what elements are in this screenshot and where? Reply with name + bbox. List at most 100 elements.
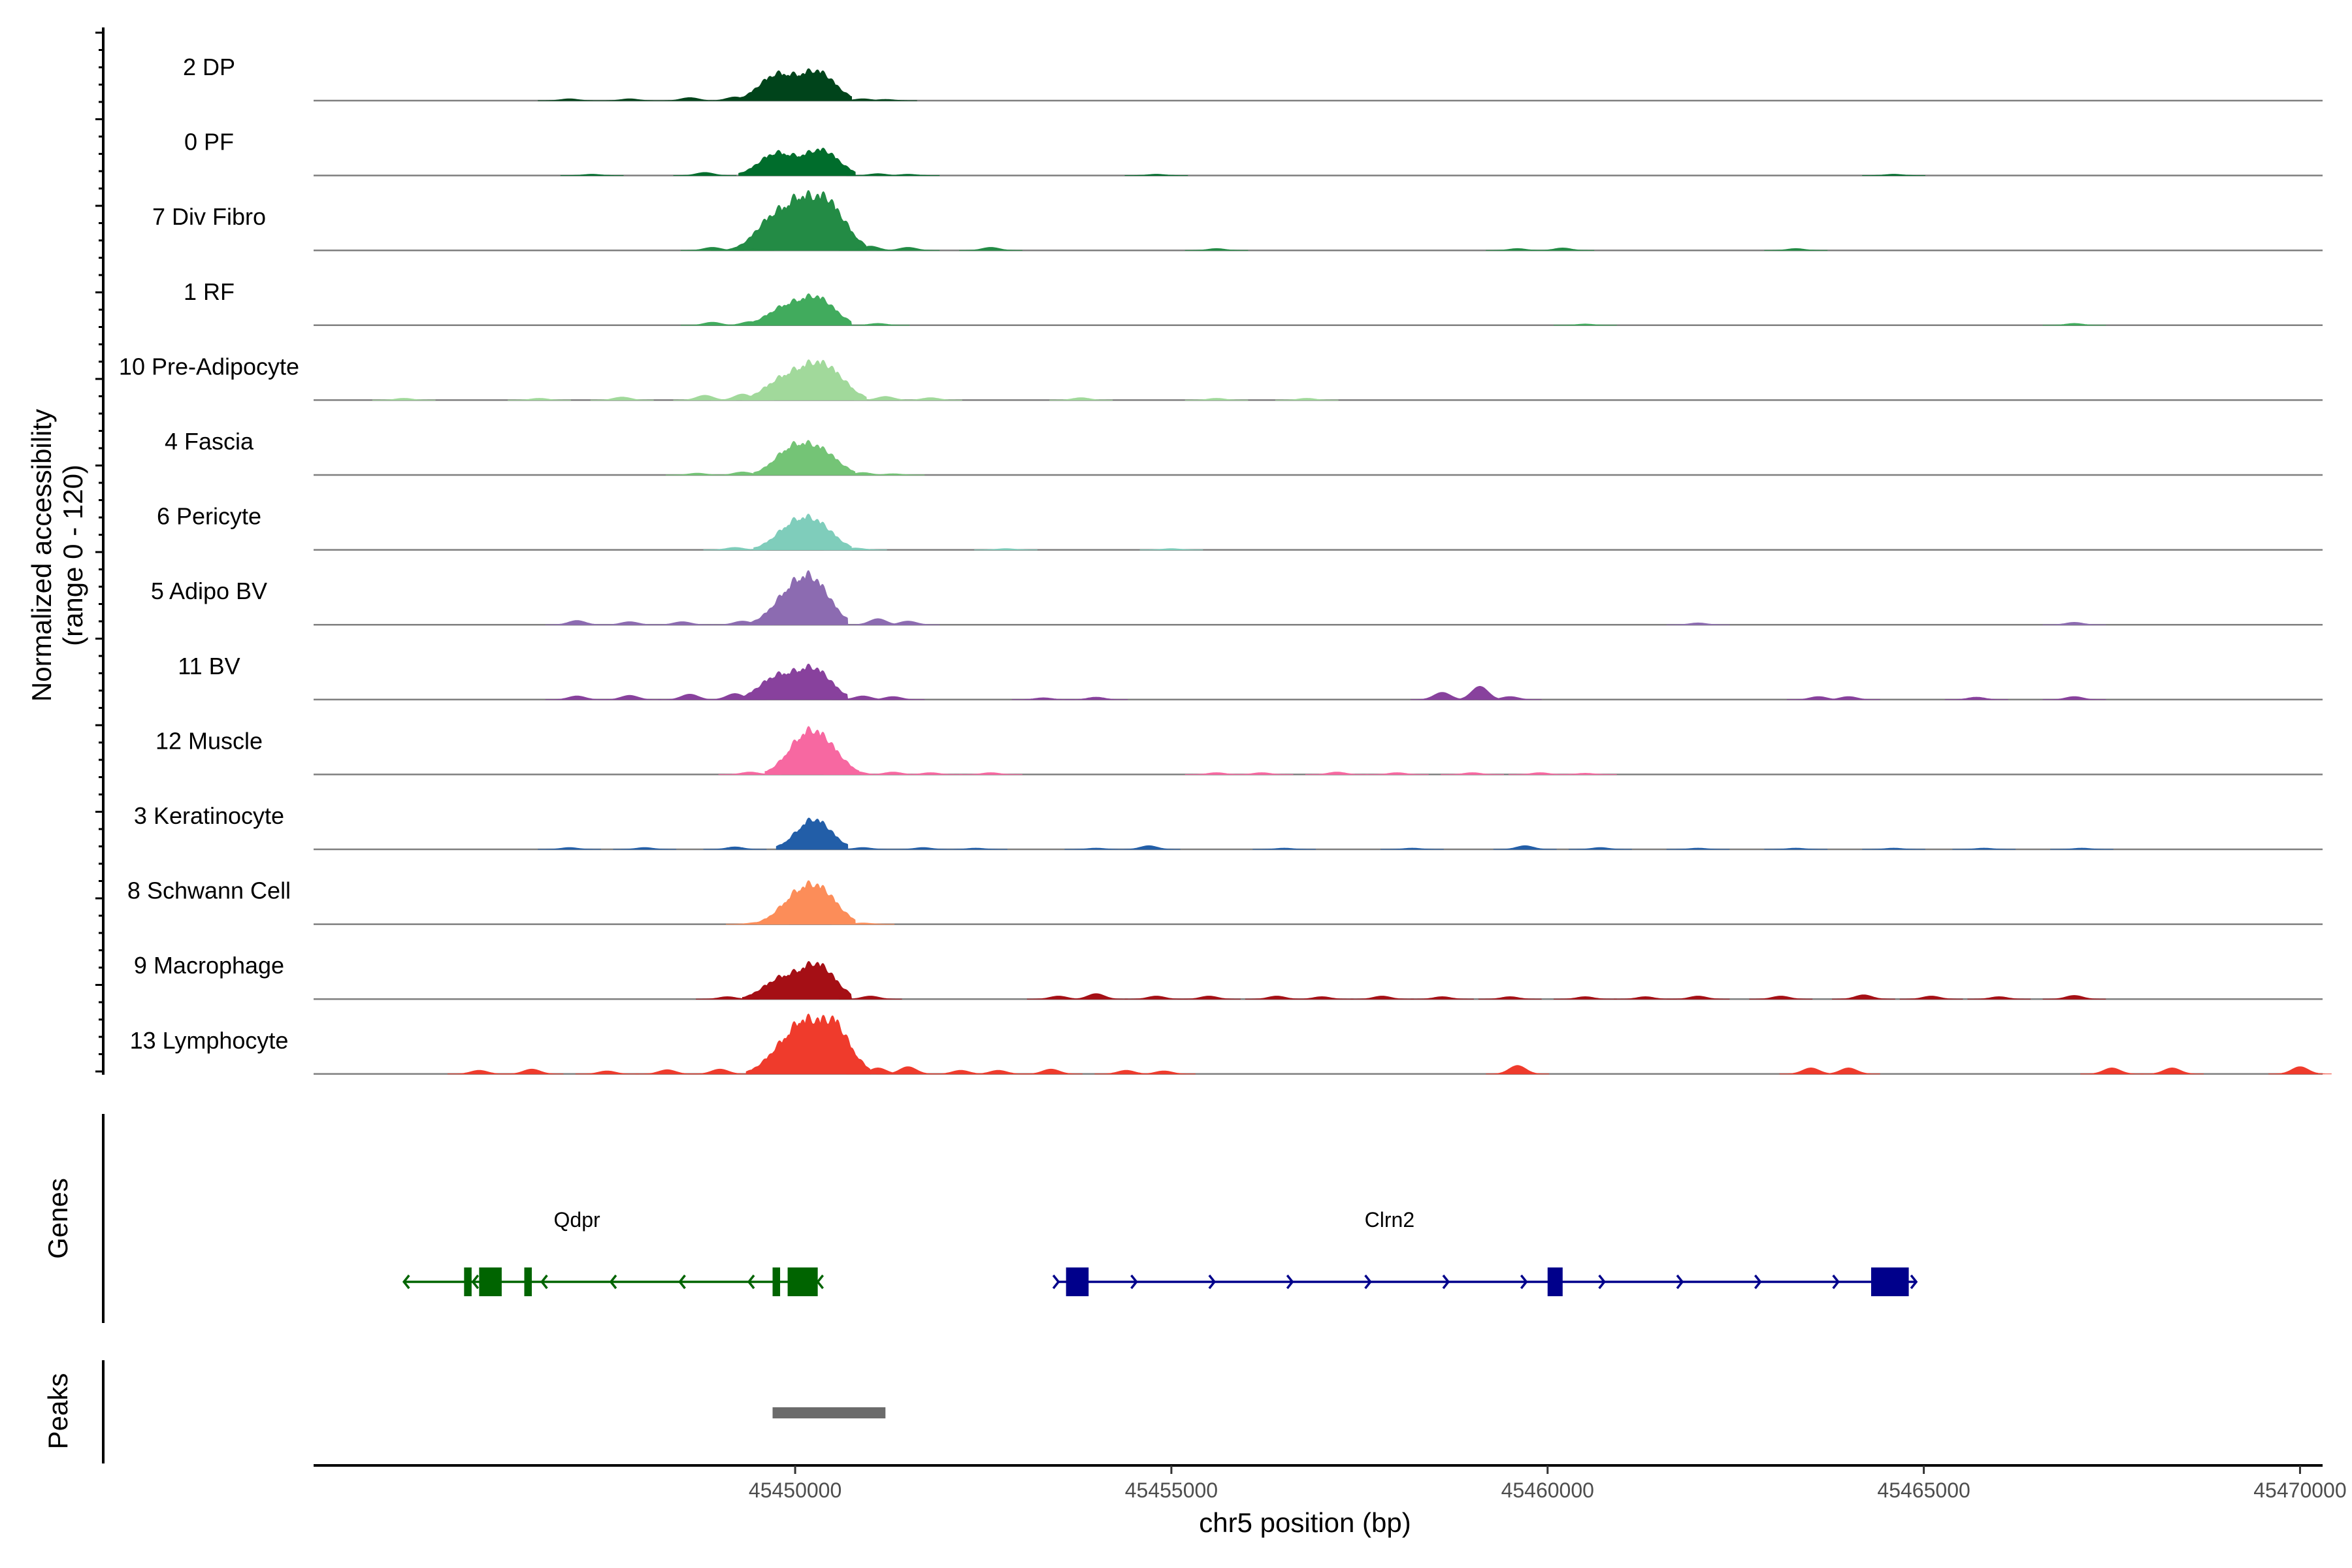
- strand-arrow: [1286, 1274, 1294, 1290]
- coverage-signal: [1124, 174, 1188, 176]
- coverage-peak: [738, 663, 849, 700]
- gene-exon: [479, 1267, 502, 1296]
- track-1: 2 DP: [183, 54, 2323, 102]
- x-tick-label: 45470000: [2253, 1478, 2346, 1502]
- coverage-signal: [1049, 397, 1113, 400]
- coverage-signal: [1350, 996, 1414, 1000]
- track-12: 8 Schwann Cell: [127, 877, 2323, 925]
- coverage-signal: [2042, 621, 2106, 625]
- strand-arrow: [471, 1274, 480, 1290]
- track-label: 7 Div Fibro: [152, 203, 266, 230]
- track-label: 8 Schwann Cell: [127, 877, 291, 904]
- strand-arrow: [816, 1274, 824, 1290]
- coverage-signal: [711, 621, 774, 625]
- coverage-signal: [944, 847, 1007, 850]
- coverage-signal: [876, 621, 940, 625]
- gene-exon: [1066, 1267, 1089, 1296]
- coverage-signal: [876, 174, 940, 176]
- coverage-signal: [703, 96, 767, 101]
- coverage-signal: [1486, 1065, 1550, 1075]
- track-label: 11 BV: [178, 653, 240, 679]
- gene-exon: [524, 1267, 532, 1296]
- strand-arrow: [1052, 1274, 1060, 1290]
- coverage-signal: [2042, 323, 2106, 326]
- strand-arrow: [1442, 1274, 1450, 1290]
- coverage-signal: [1817, 1067, 1880, 1075]
- strand-arrow: [1832, 1274, 1840, 1290]
- track-2: 0 PF: [184, 129, 2323, 176]
- coverage-signal: [1380, 847, 1444, 850]
- strand-arrow: [540, 1274, 548, 1290]
- coverage-peak: [738, 68, 852, 101]
- track-3: 7 Div Fibro: [152, 190, 2323, 252]
- coverage-signal: [1290, 996, 1354, 1000]
- coverage-signal: [1832, 994, 1895, 1000]
- coverage-signal: [711, 471, 774, 476]
- coverage-signal: [2042, 995, 2106, 1000]
- coverage-signal: [718, 772, 782, 775]
- coverage-signal: [974, 548, 1037, 551]
- gene-exon: [1547, 1267, 1563, 1296]
- track-label: 3 Keratinocyte: [134, 802, 284, 829]
- strand-arrow: [1130, 1274, 1138, 1290]
- coverage-signal: [1305, 772, 1369, 775]
- strand-arrow: [1910, 1274, 1918, 1290]
- coverage-signal: [838, 996, 902, 1000]
- track-6: 4 Fascia: [165, 428, 2323, 476]
- coverage-signal: [846, 323, 910, 326]
- gene-exon: [787, 1267, 818, 1296]
- coverage-signal: [1749, 996, 1813, 1000]
- coverage-signal: [1554, 996, 1617, 1000]
- coverage-signal: [1230, 772, 1294, 775]
- track-label: 6 Pericyte: [157, 503, 261, 530]
- strand-arrow: [609, 1274, 617, 1290]
- coverage-signal: [1554, 772, 1617, 775]
- coverage-signal: [2042, 696, 2106, 700]
- coverage-signal: [718, 321, 782, 326]
- coverage-signal: [1064, 993, 1128, 1000]
- coverage-signal: [508, 398, 571, 400]
- gene-annotation-track: Qdpr Clrn2: [402, 1208, 1918, 1296]
- y-axis-range-label: (range 0 - 120): [57, 465, 88, 646]
- gene-label: Qdpr: [554, 1208, 600, 1232]
- gene-exon: [772, 1267, 781, 1296]
- coverage-signal: [2050, 847, 2114, 850]
- coverage-signal: [1666, 996, 1730, 1000]
- coverage-signal: [590, 397, 654, 400]
- track-14: 13 Lymphocyte: [130, 1013, 2332, 1075]
- coverage-signal: [1252, 847, 1316, 850]
- coverage-signal: [1019, 1068, 1083, 1075]
- coverage-signal: [1117, 845, 1181, 850]
- coverage-signal: [726, 922, 789, 925]
- coverage-peak: [738, 148, 856, 176]
- x-tick-label: 45460000: [1501, 1478, 1594, 1502]
- track-label: 0 PF: [184, 129, 234, 155]
- coverage-signal: [651, 621, 714, 625]
- coverage-peak: [742, 960, 853, 1000]
- coverage-signal: [2268, 1066, 2332, 1075]
- coverage-signal: [1493, 845, 1557, 850]
- coverage-signal: [959, 772, 1022, 775]
- coverage-signal: [1614, 996, 1677, 1000]
- strand-arrow: [1676, 1274, 1684, 1290]
- coverage-signal: [1952, 847, 2016, 850]
- coverage-signal: [1478, 996, 1542, 1000]
- coverage-signal: [560, 174, 624, 176]
- coverage-peak: [734, 190, 868, 251]
- coverage-signal: [711, 393, 774, 400]
- track-9: 11 BV: [178, 653, 2323, 701]
- x-axis: 45450000 45455000 45460000 45465000 45470000: [314, 1464, 2347, 1502]
- track-10: 12 Muscle: [155, 726, 2323, 776]
- track-label: 2 DP: [183, 54, 235, 80]
- track-7: 6 Pericyte: [157, 503, 2323, 551]
- strand-arrow: [1208, 1274, 1217, 1290]
- y-axis-title: Normalized accessibility: [26, 409, 57, 702]
- coverage-signal: [598, 98, 662, 101]
- track-label: 12 Muscle: [155, 727, 263, 754]
- coverage-signal: [696, 996, 759, 1000]
- x-tick-label: 45465000: [1877, 1478, 1970, 1502]
- gene-clrn2: Clrn2: [1052, 1208, 1918, 1296]
- coverage-signal: [688, 1068, 752, 1075]
- coverage-signal: [1666, 622, 1730, 625]
- strand-arrow: [402, 1274, 410, 1290]
